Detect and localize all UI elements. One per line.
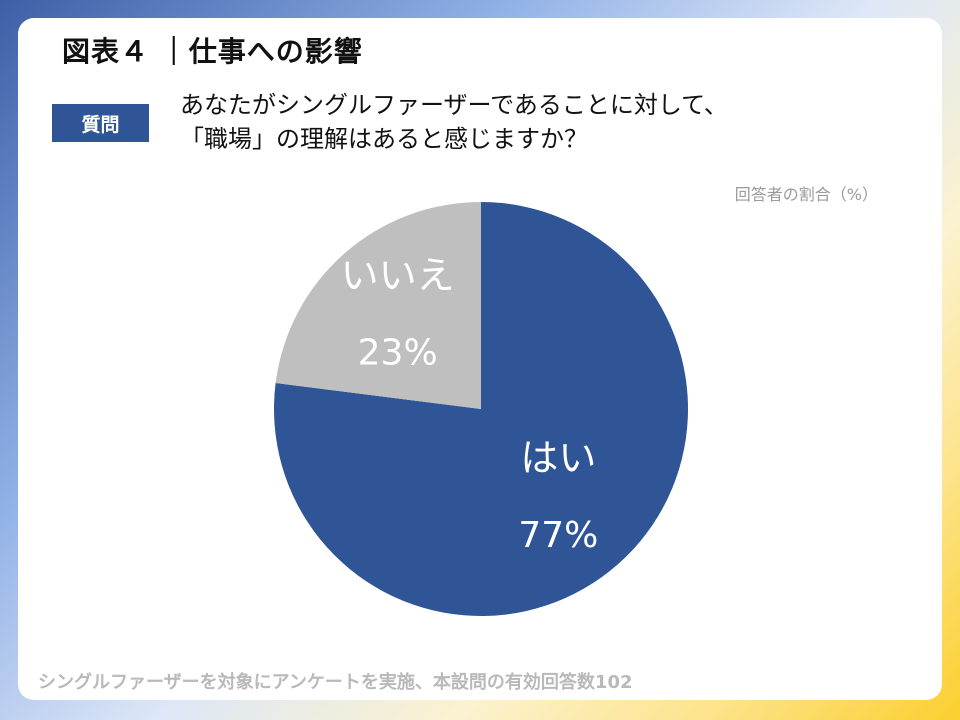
pie-slice-yes <box>274 202 688 616</box>
question-badge: 質問 <box>52 104 149 142</box>
slice-label-yes: はい <box>520 436 596 480</box>
slice-value-yes: 77% <box>518 515 598 556</box>
question-line-2: 「職場」の理解はあると感じますか？ <box>180 125 588 153</box>
question-text: あなたがシングルファーザーであることに対して、 「職場」の理解はあると感じますか… <box>180 88 728 156</box>
unit-note: 回答者の割合（%） <box>734 185 878 204</box>
slice-label-no: いいえ <box>341 253 455 297</box>
question-line-1: あなたがシングルファーザーであることに対して、 <box>180 91 728 119</box>
footnote: シングルファーザーを対象にアンケートを実施、本設問の有効回答数102 <box>38 672 633 693</box>
figure-title: 図表４ ｜仕事への影響 <box>62 35 363 68</box>
pie-slice-no <box>275 202 481 409</box>
slice-value-no: 23% <box>358 332 438 373</box>
